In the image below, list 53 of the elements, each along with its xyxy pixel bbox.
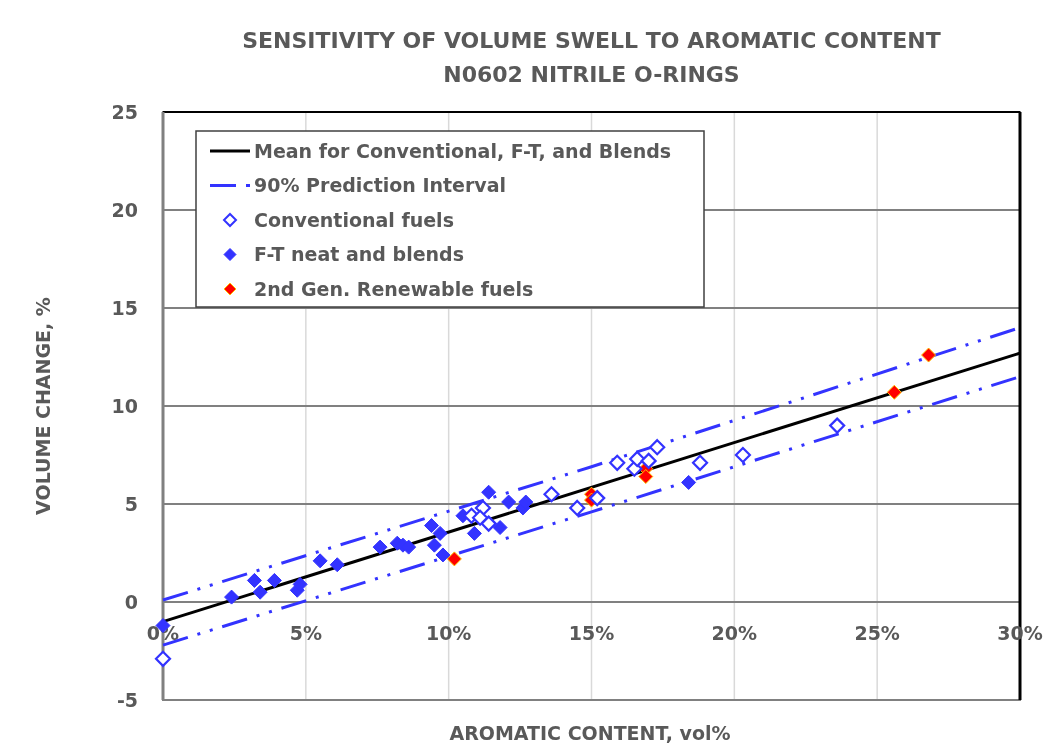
x-tick-label: 5% xyxy=(289,622,322,644)
point xyxy=(589,490,606,507)
legend-label: 2nd Gen. Renewable fuels xyxy=(254,277,534,300)
point xyxy=(432,525,448,541)
point xyxy=(492,520,508,536)
point xyxy=(829,417,846,434)
y-tick-label: 25 xyxy=(111,100,138,123)
point xyxy=(426,537,442,553)
point xyxy=(435,547,451,563)
point xyxy=(246,572,262,588)
point xyxy=(252,584,268,600)
x-tick-label: 15% xyxy=(568,622,615,644)
point xyxy=(154,650,172,667)
point xyxy=(543,486,560,503)
point xyxy=(466,525,482,541)
x-tick-label: 25% xyxy=(854,622,900,644)
point xyxy=(609,454,626,471)
point xyxy=(424,518,440,534)
legend-label: Conventional fuels xyxy=(254,208,454,231)
legend-label: Mean for Conventional, F-T, and Blends xyxy=(254,139,672,162)
point xyxy=(691,454,709,471)
point xyxy=(224,589,240,605)
legend-label: F-T neat and blends xyxy=(254,243,464,266)
y-tick-label: 20 xyxy=(111,198,138,221)
y-tick-label: 15 xyxy=(111,296,138,319)
point xyxy=(312,553,328,569)
point xyxy=(629,450,646,468)
y-tick-label: -5 xyxy=(116,688,138,711)
y-tick-label: 10 xyxy=(111,394,138,417)
point xyxy=(638,469,654,485)
y-axis-title: VOLUME CHANGE, % xyxy=(32,297,54,515)
point xyxy=(886,384,902,400)
point xyxy=(734,446,751,464)
point xyxy=(640,452,657,469)
x-tick-label: 20% xyxy=(711,622,758,644)
point xyxy=(921,347,937,363)
point xyxy=(649,439,666,456)
point xyxy=(372,539,388,555)
point xyxy=(471,509,489,526)
x-axis-title: AROMATIC CONTENT, vol% xyxy=(449,722,731,744)
point xyxy=(481,484,497,500)
point xyxy=(446,551,462,567)
point xyxy=(266,572,282,588)
point xyxy=(681,474,697,490)
chart-subtitle: N0602 NITRILE O-RINGS xyxy=(443,62,740,87)
point xyxy=(329,557,345,573)
point xyxy=(569,499,586,517)
y-tick-label: 5 xyxy=(124,492,138,515)
point xyxy=(501,494,517,510)
y-tick-label: 0 xyxy=(124,590,138,613)
legend-label: 90% Prediction Interval xyxy=(254,174,507,197)
x-tick-label: 10% xyxy=(425,622,472,644)
chart-title: SENSITIVITY OF VOLUME SWELL TO AROMATIC CONTENT xyxy=(242,28,941,53)
